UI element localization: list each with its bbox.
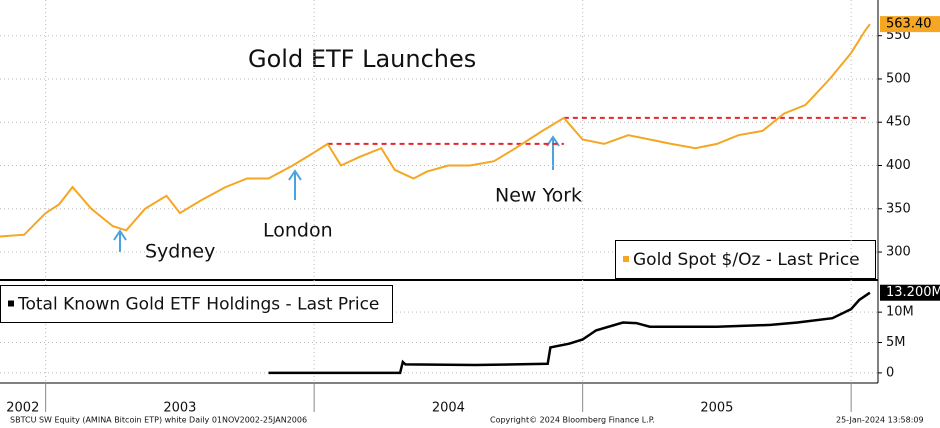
annotation: New York bbox=[495, 185, 582, 207]
chart-title: Gold ETF Launches bbox=[248, 45, 476, 73]
footer-right: 25-Jan-2024 13:58:09 bbox=[836, 416, 924, 425]
arrow bbox=[113, 229, 127, 252]
x-tick-label: 2003 bbox=[163, 401, 196, 416]
arrow bbox=[288, 169, 302, 200]
legend-label: Gold Spot $/Oz - Last Price bbox=[633, 250, 860, 270]
series-line bbox=[0, 23, 871, 238]
y-tick-label: 400 bbox=[886, 158, 911, 173]
legend-label: Total Known Gold ETF Holdings - Last Pri… bbox=[17, 295, 379, 315]
x-tick-label: 2005 bbox=[700, 401, 733, 416]
x-tick-label: 2002 bbox=[6, 401, 39, 416]
legend-swatch bbox=[8, 300, 14, 307]
footer-center: Copyright© 2024 Bloomberg Finance L.P. bbox=[490, 416, 655, 425]
y-tick-label: 0 bbox=[886, 365, 894, 380]
y-tick-label: 350 bbox=[886, 201, 911, 216]
y-tick-label: 10M bbox=[886, 305, 914, 320]
last-value-label: 13.200M bbox=[886, 285, 940, 300]
last-value-box bbox=[880, 284, 940, 301]
legend-swatch bbox=[623, 256, 629, 262]
x-tick-label: 2004 bbox=[432, 401, 465, 416]
y-tick-label: 300 bbox=[886, 245, 911, 260]
y-tick-label: 5M bbox=[886, 335, 906, 350]
last-value-label: 563.40 bbox=[886, 17, 932, 32]
y-tick-label: 450 bbox=[886, 115, 911, 130]
legend-box bbox=[0, 285, 393, 323]
annotation: Sydney bbox=[145, 241, 215, 263]
footer-left: SBTCU SW Equity (AMINA Bitcoin ETP) whit… bbox=[10, 416, 307, 425]
last-value-box bbox=[880, 16, 940, 33]
y-tick-label: 500 bbox=[886, 71, 911, 86]
series-line bbox=[268, 291, 871, 375]
annotation: London bbox=[263, 220, 333, 242]
legend-box bbox=[615, 240, 876, 279]
